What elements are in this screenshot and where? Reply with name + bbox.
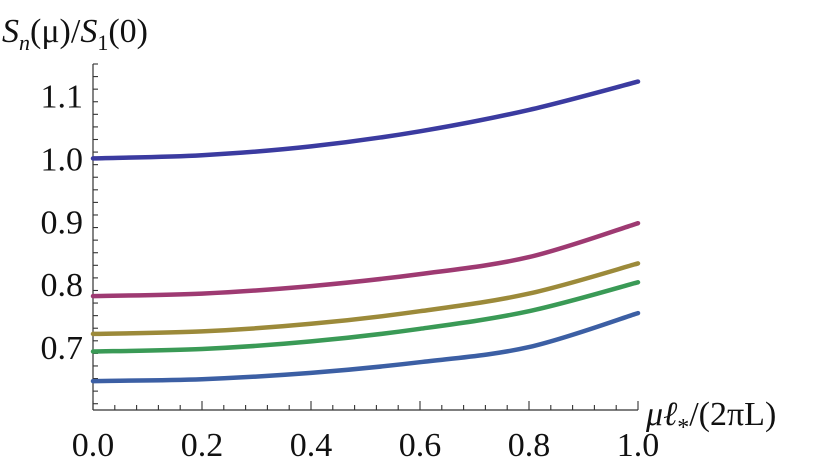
y-tick-label: 1.1 [41, 78, 84, 115]
x-title-tail: /(2πL) [689, 396, 776, 433]
y-title-n: n [19, 30, 30, 55]
x-tick-label: 0.8 [508, 427, 551, 464]
svg-text:Sn(μ)/S1(0): Sn(μ)/S1(0) [2, 13, 148, 55]
y-tick-label: 0.7 [41, 330, 84, 367]
y-title-s1: S [2, 13, 19, 50]
series-line-5 [90, 310, 641, 384]
x-title-mu: μℓ [645, 396, 677, 433]
axes [92, 64, 638, 411]
x-title-star: * [677, 415, 689, 441]
x-axis-title: μℓ*/(2πL) [645, 396, 776, 441]
series-line-2 [90, 220, 641, 299]
y-tick-label: 1.0 [41, 141, 84, 178]
series-line-1 [90, 79, 641, 161]
x-tick-label: 0.0 [72, 427, 115, 464]
ticks [92, 63, 639, 410]
x-tick-label: 0.4 [290, 427, 333, 464]
y-tick-label: 0.8 [41, 267, 84, 304]
y-tick-label: 0.9 [41, 204, 84, 241]
series-line-3 [90, 261, 641, 337]
y-title-one: 1 [97, 30, 108, 55]
series-line-4 [90, 280, 641, 354]
y-axis-title: Sn(μ)/S1(0) [2, 13, 148, 55]
x-tick-label: 0.2 [181, 427, 224, 464]
svg-text:μℓ*/(2πL): μℓ*/(2πL) [645, 396, 776, 441]
x-tick-label: 1.0 [617, 427, 660, 464]
y-title-mid: (μ)/ [30, 13, 81, 50]
y-title-tail: (0) [108, 13, 148, 50]
y-title-s2: S [80, 13, 97, 50]
x-tick-label: 0.6 [399, 427, 442, 464]
tick-labels: 0.0 0.2 0.4 0.6 0.8 1.0 0.7 0.8 0.9 1.0 1.1 [41, 78, 660, 464]
series-group [90, 79, 641, 384]
